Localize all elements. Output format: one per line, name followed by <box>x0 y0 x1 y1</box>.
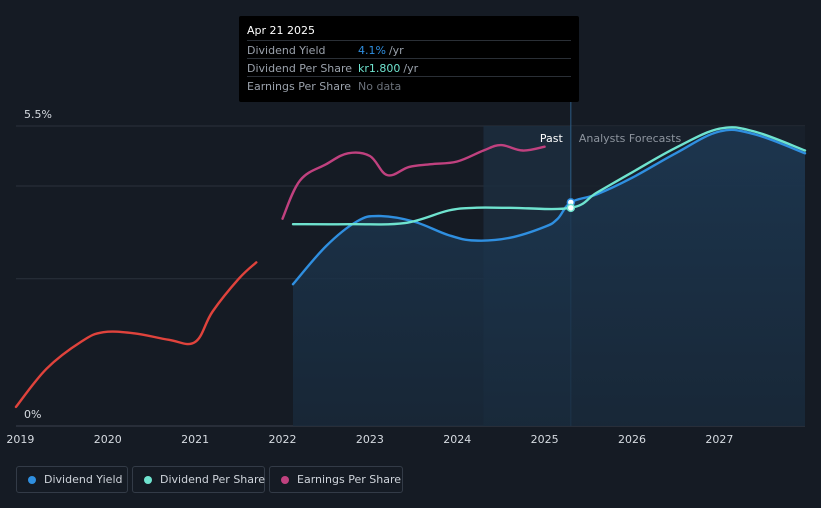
legend-dot-icon <box>281 476 289 484</box>
tooltip-unit: /yr <box>403 62 419 75</box>
legend-label: Earnings Per Share <box>297 473 402 486</box>
x-tick-label: 2023 <box>356 433 384 446</box>
forecast-label: Analysts Forecasts <box>579 132 682 145</box>
x-tick-label: 2025 <box>531 433 559 446</box>
hover-tooltip: Apr 21 2025 Dividend Yield 4.1%/yr Divid… <box>239 16 579 102</box>
tooltip-label: Dividend Per Share <box>247 62 353 75</box>
tooltip-date: Apr 21 2025 <box>247 24 316 37</box>
y-tick-label: 0% <box>24 408 41 421</box>
tooltip-value: kr1.800 <box>358 62 401 75</box>
earnings-per-share-line <box>281 143 546 220</box>
legend-label: Dividend Per Share <box>160 473 266 486</box>
x-tick-label: 2024 <box>443 433 471 446</box>
legend-dot-icon <box>28 476 36 484</box>
tooltip-row-earnings-per-share: Earnings Per Share No data <box>247 76 571 95</box>
x-tick-label: 2021 <box>181 433 209 446</box>
tooltip-label: Earnings Per Share <box>247 80 352 93</box>
x-tick-label: 2026 <box>618 433 646 446</box>
legend-label: Dividend Yield <box>44 473 123 486</box>
x-tick-label: 2027 <box>705 433 733 446</box>
past-label: Past <box>540 132 564 145</box>
x-tick-label: 2022 <box>268 433 296 446</box>
dividend-per-share-marker <box>566 203 576 213</box>
y-tick-label: 5.5% <box>24 108 52 121</box>
tooltip-label: Dividend Yield <box>247 44 326 57</box>
tooltip-value: 4.1% <box>358 44 386 57</box>
earnings-per-share-line-early <box>14 261 258 409</box>
x-tick-label: 2019 <box>6 433 34 446</box>
tooltip-unit: /yr <box>388 44 404 57</box>
legend-dot-icon <box>144 476 152 484</box>
legend-item-dividend-per-share[interactable]: Dividend Per Share <box>132 466 265 493</box>
tooltip-row-dividend-per-share: Dividend Per Share kr1.800/yr <box>247 58 571 77</box>
tooltip-value: No data <box>358 80 402 93</box>
legend-item-earnings-per-share[interactable]: Earnings Per Share <box>269 466 403 493</box>
tooltip-row-dividend-yield: Dividend Yield 4.1%/yr <box>247 40 571 59</box>
dividend-yield-area <box>293 129 805 426</box>
x-tick-label: 2020 <box>94 433 122 446</box>
legend-item-dividend-yield[interactable]: Dividend Yield <box>16 466 128 493</box>
dividend-yield-line <box>291 128 807 286</box>
